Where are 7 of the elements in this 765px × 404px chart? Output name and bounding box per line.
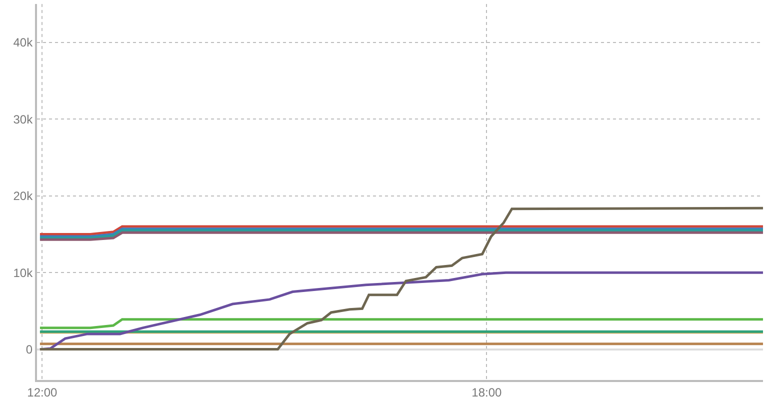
y-tick-label: 10k <box>13 266 34 280</box>
y-tick-label: 40k <box>13 36 34 50</box>
x-tick-label: 18:00 <box>472 385 502 400</box>
y-tick-label: 0 <box>26 342 33 357</box>
x-tick-label: 12:00 <box>27 385 58 400</box>
y-tick-label: 20k <box>13 189 34 204</box>
y-tick-label: 30k <box>13 112 34 126</box>
